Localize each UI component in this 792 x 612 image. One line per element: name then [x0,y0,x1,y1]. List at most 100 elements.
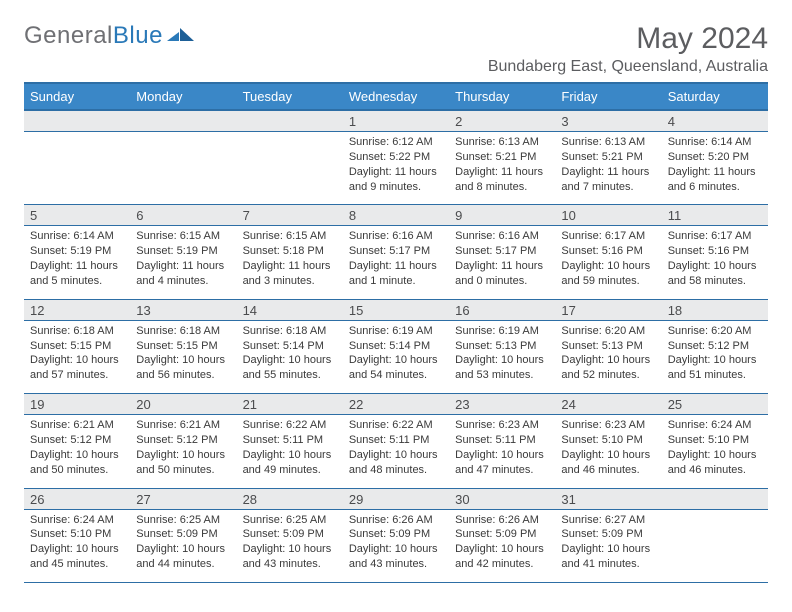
day-details [130,132,236,194]
day-number-cell: 11 [662,205,768,226]
sunrise-text: Sunrise: 6:16 AM [455,229,549,244]
day-details-cell: Sunrise: 6:16 AMSunset: 5:17 PMDaylight:… [449,226,555,299]
sunrise-text: Sunrise: 6:24 AM [30,513,124,528]
daylight-text: Daylight: 11 hours and 5 minutes. [30,259,124,289]
day-details: Sunrise: 6:22 AMSunset: 5:11 PMDaylight:… [237,415,343,487]
day-details-cell: Sunrise: 6:18 AMSunset: 5:15 PMDaylight:… [130,320,236,393]
sunrise-text: Sunrise: 6:17 AM [561,229,655,244]
sunset-text: Sunset: 5:12 PM [30,433,124,448]
daylight-text: Daylight: 11 hours and 1 minute. [349,259,443,289]
day-number: 11 [662,205,768,225]
sunrise-text: Sunrise: 6:24 AM [668,418,762,433]
sunset-text: Sunset: 5:19 PM [136,244,230,259]
details-row: Sunrise: 6:18 AMSunset: 5:15 PMDaylight:… [24,320,768,393]
details-row: Sunrise: 6:14 AM Sunset: 5:19 PM Daylight:… [24,226,768,299]
day-number-cell: 28 [237,488,343,509]
day-details: Sunrise: 6:13 AMSunset: 5:21 PMDaylight:… [555,132,661,204]
sunset-text: Sunset: 5:22 PM [349,150,443,165]
weekday-header-row: Sunday Monday Tuesday Wednesday Thursday… [24,83,768,110]
day-details: Sunrise: 6:16 AMSunset: 5:17 PMDaylight:… [343,226,449,298]
daylight-text: Daylight: 10 hours and 52 minutes. [561,353,655,383]
sunrise-text: Sunrise: 6:23 AM [561,418,655,433]
sunset-text: Sunset: 5:17 PM [349,244,443,259]
day-number-cell: 8 [343,205,449,226]
day-details: Sunrise: 6:17 AMSunset: 5:16 PMDaylight:… [555,226,661,298]
sunrise-text: Sunrise: 6:14 AM [30,229,124,244]
sunrise-text: Sunrise: 6:20 AM [561,324,655,339]
weekday-header: Friday [555,83,661,110]
sunrise-text: Sunrise: 6:17 AM [668,229,762,244]
daylight-text: Daylight: 11 hours and 0 minutes. [455,259,549,289]
sunset-text: Sunset: 5:09 PM [243,527,337,542]
day-details-cell [130,132,236,205]
day-details: Sunrise: 6:26 AMSunset: 5:09 PMDaylight:… [343,510,449,582]
day-details: Sunrise: 6:27 AMSunset: 5:09 PMDaylight:… [555,510,661,582]
sunrise-text: Sunrise: 6:21 AM [136,418,230,433]
day-number-cell [662,488,768,509]
sunrise-text: Sunrise: 6:25 AM [136,513,230,528]
day-details: Sunrise: 6:21 AMSunset: 5:12 PMDaylight:… [130,415,236,487]
day-details-cell: Sunrise: 6:17 AMSunset: 5:16 PMDaylight:… [662,226,768,299]
day-number: 8 [343,205,449,225]
day-details: Sunrise: 6:18 AMSunset: 5:15 PMDaylight:… [130,321,236,393]
sunrise-text: Sunrise: 6:14 AM [668,135,762,150]
daynum-row: 1234 [24,110,768,132]
day-details: Sunrise: 6:24 AMSunset: 5:10 PMDaylight:… [24,510,130,582]
day-details-cell: Sunrise: 6:26 AMSunset: 5:09 PMDaylight:… [343,509,449,582]
daylight-text: Daylight: 10 hours and 46 minutes. [668,448,762,478]
sunrise-text: Sunrise: 6:13 AM [561,135,655,150]
day-details-cell: Sunrise: 6:23 AMSunset: 5:10 PMDaylight:… [555,415,661,488]
daylight-text: Daylight: 10 hours and 46 minutes. [561,448,655,478]
day-details-cell: Sunrise: 6:12 AMSunset: 5:22 PMDaylight:… [343,132,449,205]
day-details: Sunrise: 6:19 AMSunset: 5:14 PMDaylight:… [343,321,449,393]
daylight-text: Daylight: 10 hours and 42 minutes. [455,542,549,572]
day-details: Sunrise: 6:18 AMSunset: 5:15 PMDaylight:… [24,321,130,393]
sunset-text: Sunset: 5:21 PM [455,150,549,165]
day-details: Sunrise: 6:21 AMSunset: 5:12 PMDaylight:… [24,415,130,487]
sunset-text: Sunset: 5:14 PM [243,339,337,354]
day-number-cell: 31 [555,488,661,509]
day-details-cell: Sunrise: 6:21 AMSunset: 5:12 PMDaylight:… [130,415,236,488]
sunrise-text: Sunrise: 6:18 AM [243,324,337,339]
sunrise-text: Sunrise: 6:18 AM [136,324,230,339]
daylight-text: Daylight: 11 hours and 9 minutes. [349,165,443,195]
day-details-cell: Sunrise: 6:18 AMSunset: 5:15 PMDaylight:… [24,320,130,393]
daylight-text: Daylight: 10 hours and 50 minutes. [136,448,230,478]
daylight-text: Daylight: 10 hours and 44 minutes. [136,542,230,572]
day-number-cell: 2 [449,110,555,132]
brand-text-2: Blue [113,22,163,50]
brand-logo: GeneralBlue [24,22,195,50]
day-number-cell: 5 [24,205,130,226]
day-number-cell: 25 [662,394,768,415]
brand-mark-icon [167,22,195,50]
day-number: 18 [662,300,768,320]
day-number-cell: 1 [343,110,449,132]
day-details-cell: Sunrise: 6:26 AMSunset: 5:09 PMDaylight:… [449,509,555,582]
day-details: Sunrise: 6:25 AMSunset: 5:09 PMDaylight:… [130,510,236,582]
day-number: 21 [237,394,343,414]
sunrise-text: Sunrise: 6:20 AM [668,324,762,339]
sunset-text: Sunset: 5:11 PM [455,433,549,448]
day-number-cell: 7 [237,205,343,226]
sunrise-text: Sunrise: 6:23 AM [455,418,549,433]
day-details-cell: Sunrise: 6:22 AMSunset: 5:11 PMDaylight:… [343,415,449,488]
daylight-text: Daylight: 10 hours and 41 minutes. [561,542,655,572]
day-number-cell: 14 [237,299,343,320]
daylight-text: Daylight: 11 hours and 6 minutes. [668,165,762,195]
day-number-cell: 21 [237,394,343,415]
day-details-cell: Sunrise: 6:19 AMSunset: 5:14 PMDaylight:… [343,320,449,393]
day-number: 5 [24,205,130,225]
day-details-cell: Sunrise: 6:21 AMSunset: 5:12 PMDaylight:… [24,415,130,488]
daylight-text: Daylight: 11 hours and 7 minutes. [561,165,655,195]
sunset-text: Sunset: 5:11 PM [243,433,337,448]
day-details: Sunrise: 6:14 AMSunset: 5:20 PMDaylight:… [662,132,768,204]
sunset-text: Sunset: 5:09 PM [136,527,230,542]
day-details-cell: Sunrise: 6:18 AMSunset: 5:14 PMDaylight:… [237,320,343,393]
sunrise-text: Sunrise: 6:15 AM [243,229,337,244]
day-details-cell: Sunrise: 6:24 AMSunset: 5:10 PMDaylight:… [662,415,768,488]
sunset-text: Sunset: 5:16 PM [668,244,762,259]
day-number: 31 [555,489,661,509]
sunrise-text: Sunrise: 6:13 AM [455,135,549,150]
day-number: 7 [237,205,343,225]
day-number [24,111,130,131]
